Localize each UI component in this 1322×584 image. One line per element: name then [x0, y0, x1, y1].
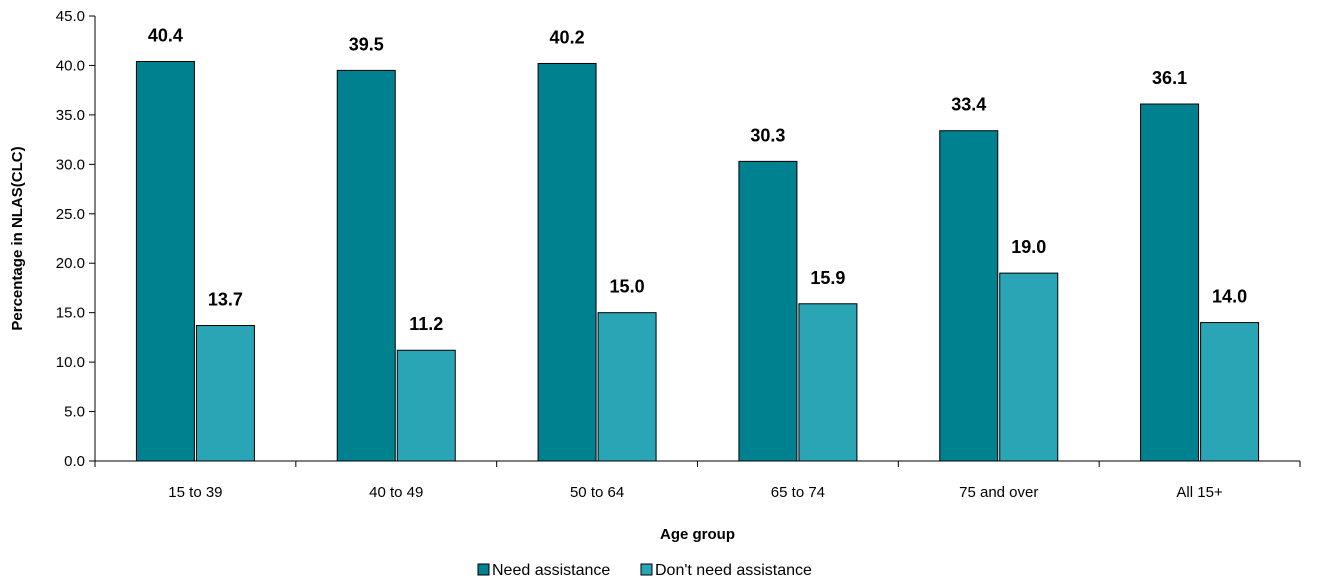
- legend-swatch: [640, 563, 653, 576]
- bar-dont-need-assistance: [195, 325, 255, 462]
- bar-dont-need-assistance: [1200, 322, 1260, 462]
- bar-need-assistance: [537, 62, 597, 462]
- bar-need-assistance: [1140, 103, 1200, 462]
- y-tick-label: 5.0: [64, 404, 85, 421]
- data-label: 30.3: [750, 125, 785, 145]
- legend-swatch: [477, 563, 490, 576]
- data-label: 15.0: [610, 277, 645, 297]
- x-tick-label: 15 to 39: [168, 484, 222, 501]
- bar-need-assistance: [135, 60, 195, 462]
- data-label: 13.7: [208, 290, 243, 310]
- x-tick-label: 40 to 49: [369, 484, 423, 501]
- y-tick-label: 25.0: [56, 206, 85, 223]
- y-tick-label: 35.0: [56, 107, 85, 124]
- legend: Need assistance Don't need assistance: [477, 562, 812, 579]
- y-axis-ticks: 0.0 5.0 10.0 15.0 20.0 25.0 30.0 35.0 40.0 45.0: [56, 8, 95, 470]
- x-tick-label: 65 to 74: [771, 484, 825, 501]
- data-label: 19.0: [1011, 237, 1046, 257]
- bar-dont-need-assistance: [798, 303, 858, 462]
- y-tick-label: 0.0: [64, 453, 85, 470]
- y-tick-label: 20.0: [56, 255, 85, 272]
- x-tick-label: 75 and over: [959, 484, 1038, 501]
- y-tick-label: 10.0: [56, 354, 85, 371]
- y-axis-title: Percentage in NLAS(CLC): [9, 146, 26, 330]
- bar-dont-need-assistance: [396, 349, 456, 462]
- x-axis-title: Age group: [660, 526, 735, 543]
- y-tick-label: 15.0: [56, 305, 85, 322]
- data-label: 36.1: [1152, 68, 1187, 88]
- x-tick-label: All 15+: [1176, 484, 1223, 501]
- bar-need-assistance: [738, 160, 798, 462]
- bar-dont-need-assistance: [999, 272, 1059, 462]
- bar-dont-need-assistance: [597, 312, 657, 462]
- y-tick-label: 30.0: [56, 156, 85, 173]
- bars: [135, 60, 1260, 462]
- y-tick-label: 45.0: [56, 8, 85, 25]
- data-label: 15.9: [810, 268, 845, 288]
- legend-label: Don't need assistance: [655, 562, 812, 579]
- data-label: 40.4: [148, 25, 183, 45]
- data-label: 11.2: [409, 314, 443, 334]
- data-label: 14.0: [1212, 287, 1247, 307]
- data-label: 33.4: [951, 95, 986, 115]
- data-label: 40.2: [550, 27, 585, 47]
- x-tick-label: 50 to 64: [570, 484, 624, 501]
- bar-need-assistance: [336, 69, 396, 462]
- x-axis-ticks: 15 to 39 40 to 49 50 to 64 65 to 74 75 and o…: [94, 461, 1301, 501]
- y-tick-label: 40.0: [56, 57, 85, 74]
- data-label: 39.5: [349, 34, 384, 54]
- data-labels: 40.4 13.7 39.5 11.2 40.2 15.0 30.3 15.9 33.4 19.0…: [148, 25, 1247, 334]
- legend-label: Need assistance: [492, 562, 610, 579]
- bar-need-assistance: [939, 130, 999, 462]
